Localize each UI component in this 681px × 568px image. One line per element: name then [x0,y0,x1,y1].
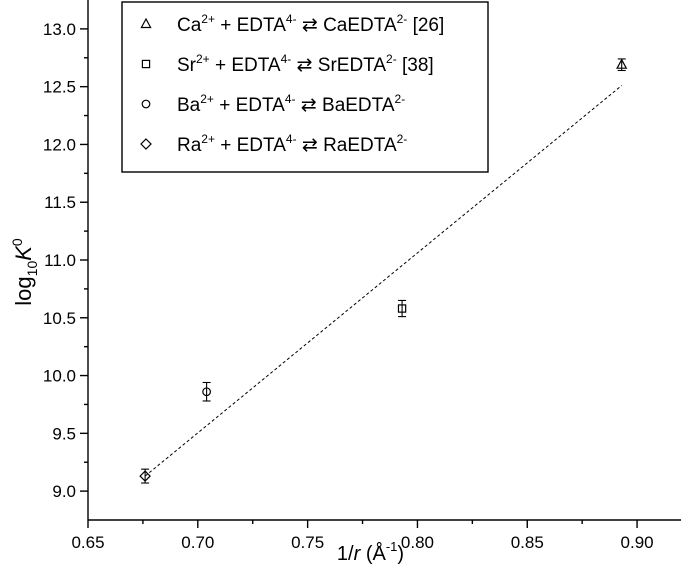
legend-ion-charge: 2+ [196,52,210,66]
fit-line-layer [144,85,623,477]
axis-titles: 1/r (Å-1) log10K0 [9,238,404,565]
legend-marker-circle [141,99,151,109]
legend-reactant: + EDTA [215,135,286,156]
y-tick-label: 10.0 [43,367,76,386]
y-tick-label: 13.0 [43,20,76,39]
legend: Ca2+ + EDTA4- ⇄ CaEDTA2- [26]Sr2+ + EDTA… [121,1,489,173]
legend-ion-charge: 2+ [201,12,215,26]
x-tick-label: 0.65 [71,533,104,552]
x-axis-title-exponent: -1 [386,539,398,554]
legend-equilibrium-arrow: ⇄ [297,135,323,156]
legend-ion-charge: 2+ [201,132,215,146]
data-point-triangle [616,58,628,69]
y-axis-title-variable: K [11,245,36,261]
legend-ion: Ra [177,135,202,156]
legend-reactant-charge: 4- [285,92,296,106]
legend-reactant: + EDTA [215,15,286,36]
legend-reactant: + EDTA [210,55,281,76]
data-points [139,58,628,484]
y-tick-label: 9.0 [52,482,76,501]
x-tick-label: 0.70 [181,533,214,552]
y-tick-label: 11.5 [44,193,76,212]
y-tick-label: 11.0 [44,251,76,270]
y-tick-label: 9.5 [52,424,76,443]
legend-entry-label: Sr2+ + EDTA4- ⇄ SrEDTA2- [38] [177,52,434,76]
fit-line [144,85,623,477]
y-tick-label: 10.5 [43,309,76,328]
legend-product: BaEDTA [322,95,395,116]
legend-product-charge: 2- [395,92,406,106]
x-axis-title: 1/r (Å-1) [337,539,404,565]
legend-product: RaEDTA [323,135,397,156]
x-axis-title-suffix: ) [397,543,404,565]
legend-product-charge: 2- [386,52,397,66]
legend-product-charge: 2- [397,12,408,26]
x-axis-title-unit: (Å [360,542,386,565]
legend-ion-charge: 2+ [200,92,214,106]
legend-reactant-charge: 4- [286,12,297,26]
legend-equilibrium-arrow: ⇄ [297,15,323,36]
x-tick-label: 0.85 [511,533,544,552]
legend-entry-label: Ba2+ + EDTA4- ⇄ BaEDTA2- [177,92,405,116]
legend-equilibrium-arrow: ⇄ [291,55,317,76]
legend-reactant-charge: 4- [286,132,297,146]
legend-entry-label: Ra2+ + EDTA4- ⇄ RaEDTA2- [177,132,407,156]
legend-product: SrEDTA [318,55,387,76]
legend-reactant-charge: 4- [281,52,292,66]
legend-marker-diamond [140,138,152,150]
data-point-square [397,304,407,313]
data-point-diamond [139,470,151,482]
y-tick-label: 12.0 [43,135,76,154]
x-tick-label: 0.80 [401,533,434,552]
y-axis-title-superscript: 0 [9,238,25,246]
x-axis-title-variable: r [354,543,362,565]
y-axis-title-subscript: 10 [24,261,40,277]
legend-reactant: + EDTA [214,95,285,116]
legend-ion: Sr [177,55,197,76]
legend-product: CaEDTA [323,15,397,36]
axes: 0.65 0.70 0.75 0.80 0.85 0.90 9.0 9.5 10.0 10.5 11… [43,0,681,552]
legend-product-charge: 2- [397,132,408,146]
x-axis-title-prefix: 1/ [337,543,354,565]
y-tick-label: 12.5 [43,78,76,97]
legend-marker-triangle [140,17,152,29]
legend-ion: Ba [177,95,201,116]
legend-entry-label: Ca2+ + EDTA4- ⇄ CaEDTA2- [26] [177,12,444,36]
x-tick-label: 0.90 [621,533,654,552]
y-axis-title-base: log [11,276,36,305]
legend-marker-square [141,59,151,69]
data-point-circle [202,387,212,397]
x-tick-label: 0.75 [291,533,324,552]
legend-reference: [38] [397,55,434,76]
legend-box [121,1,489,173]
y-axis-title: log10K0 [9,238,40,306]
legend-ion: Ca [177,15,202,36]
legend-equilibrium-arrow: ⇄ [296,95,322,116]
legend-reference: [26] [407,15,444,36]
